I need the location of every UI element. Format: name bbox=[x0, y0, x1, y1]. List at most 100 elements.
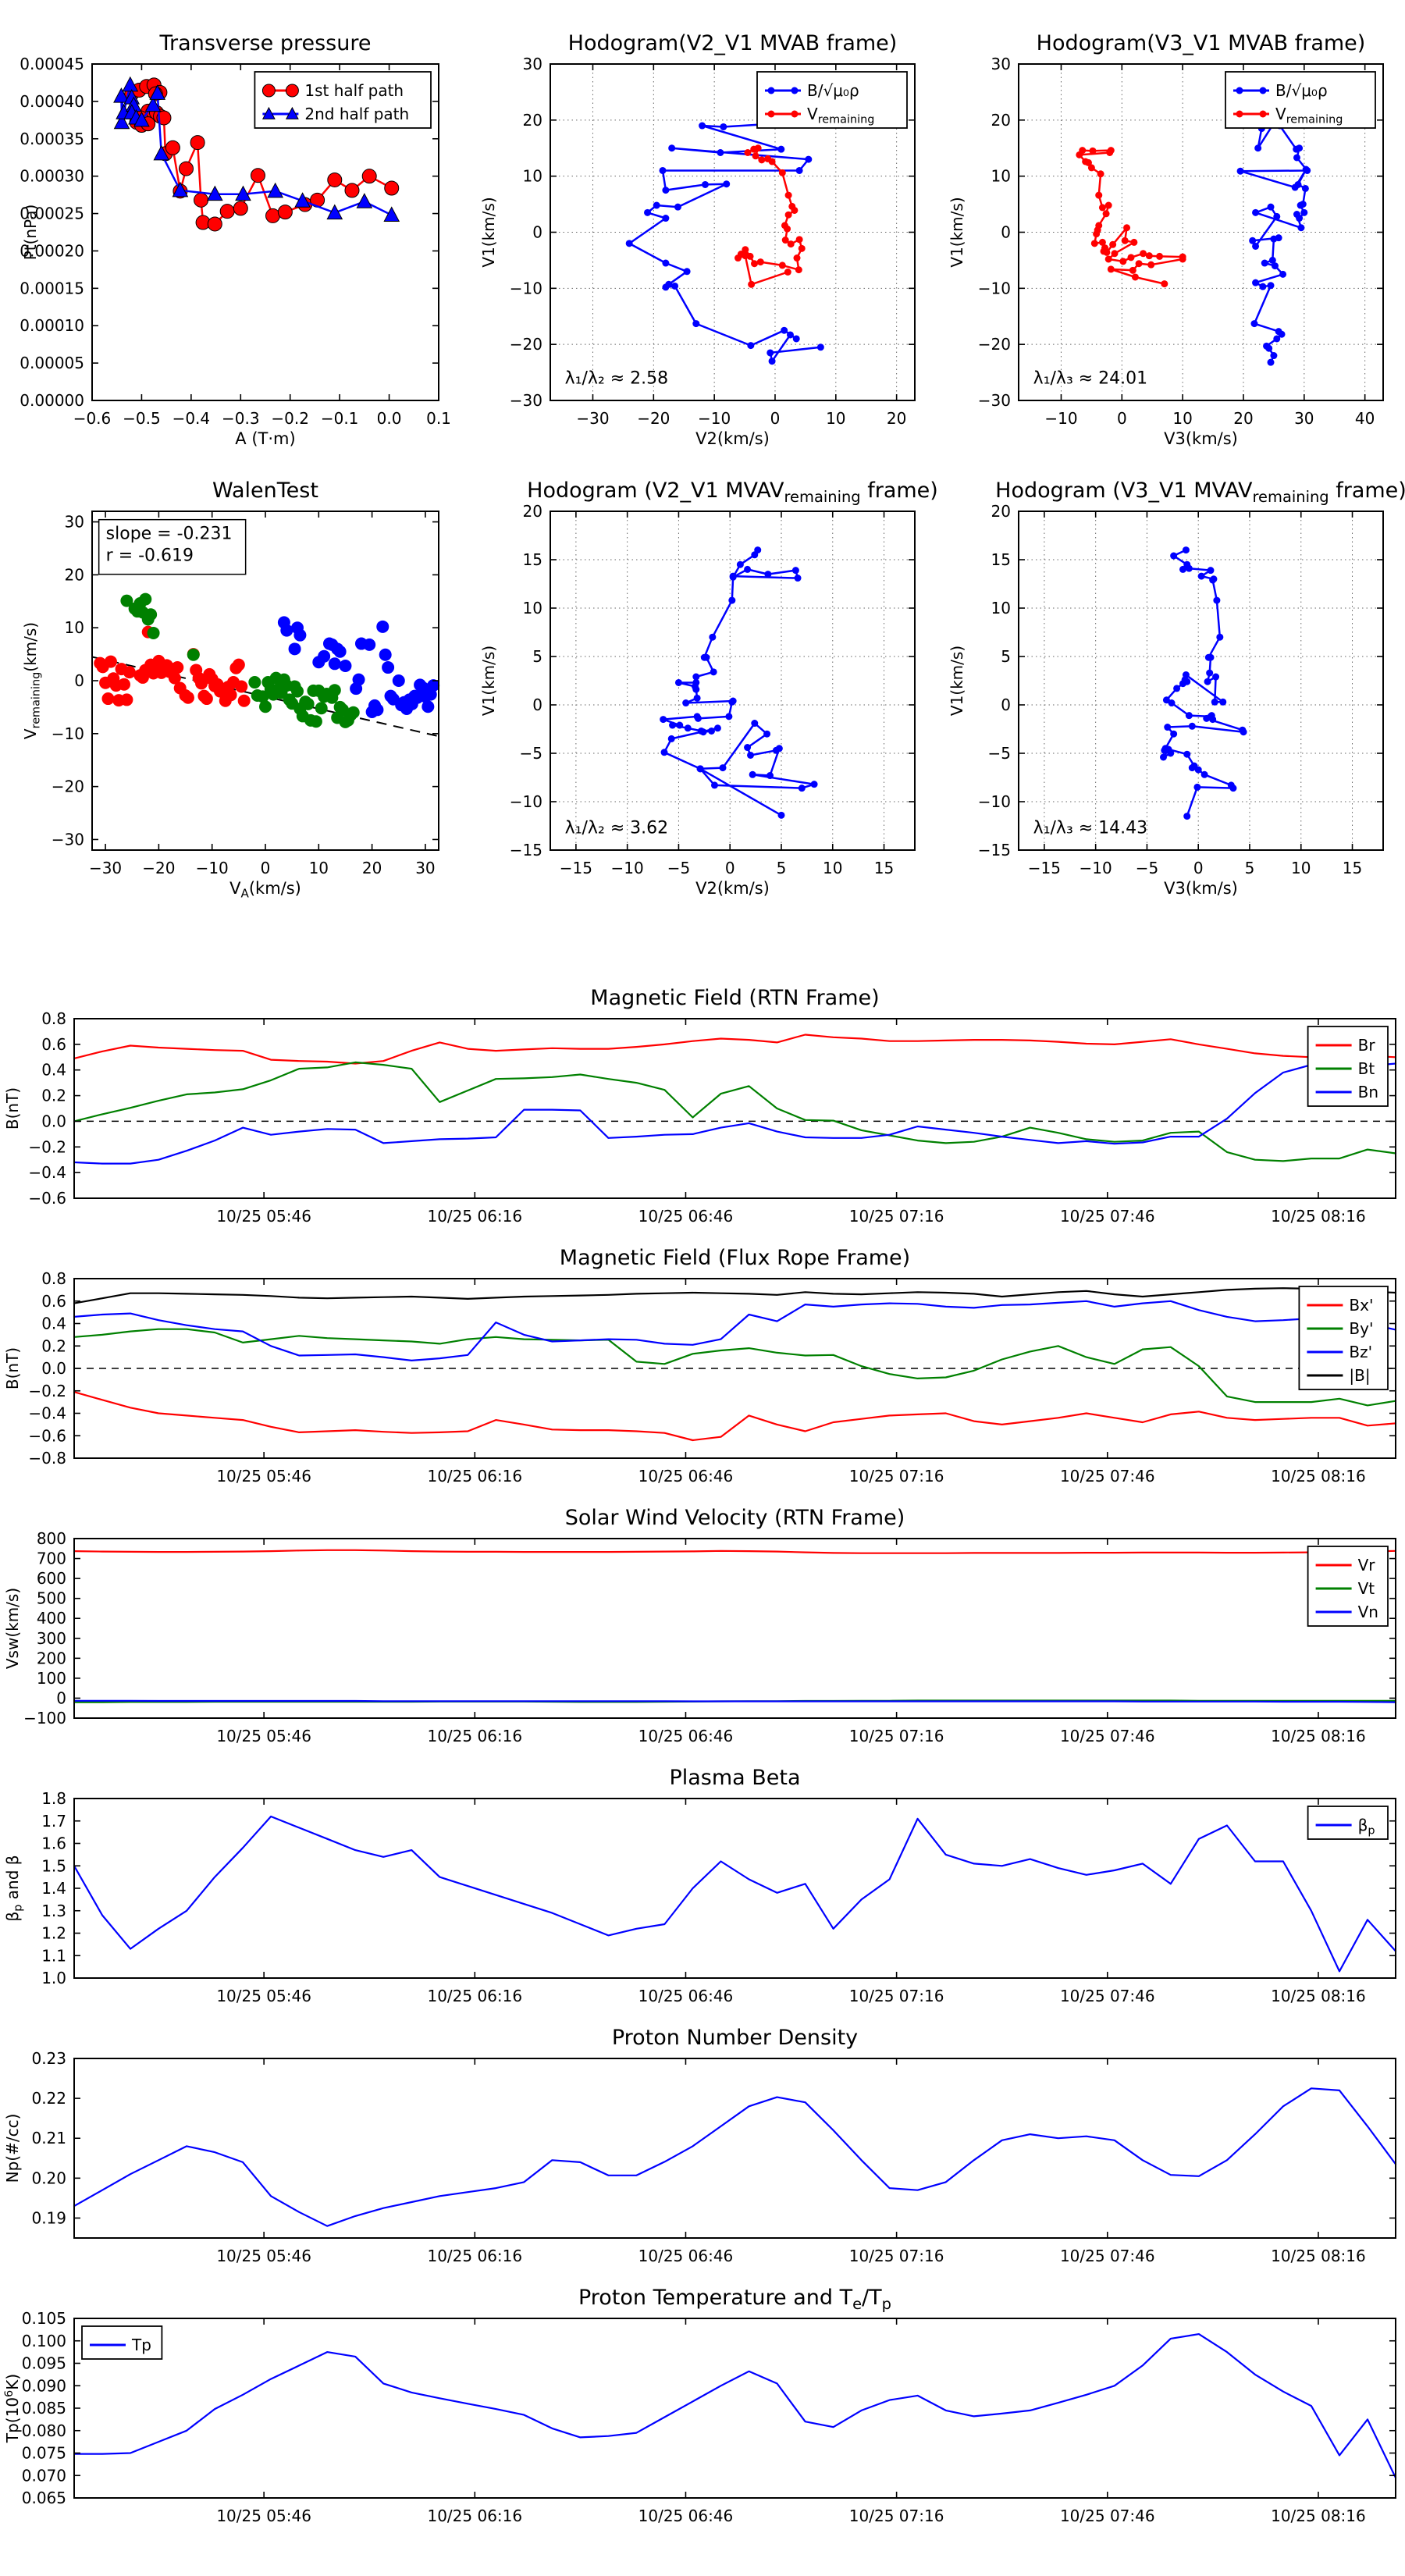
series-bt bbox=[73, 1061, 1397, 1162]
y-tick-label: 30 bbox=[523, 55, 542, 73]
x-tick-label: 10 bbox=[826, 409, 845, 428]
y-tick-label: −20 bbox=[510, 335, 542, 354]
y-tick-label: 0.19 bbox=[31, 2208, 66, 2227]
legend-label: Vremaining​ bbox=[1275, 105, 1343, 126]
x-tick-label: 0 bbox=[725, 859, 735, 877]
y-axis-label: V1(km/s) bbox=[479, 646, 498, 716]
y-tick-label: 0.0 bbox=[41, 1112, 66, 1130]
y-tick-label: 500 bbox=[37, 1589, 66, 1608]
annotation-text: λ₁/λ₃ ≈ 24.01 bbox=[1033, 368, 1147, 388]
series-np bbox=[73, 2087, 1397, 2227]
x-tick-label: −5 bbox=[667, 859, 690, 877]
legend: Tp bbox=[81, 2325, 163, 2360]
x-tick-label: 10/25 06:16 bbox=[427, 1727, 522, 1745]
chart-svg-hodogram_v2v1_mvab: −30 −20 −10 0 10 20 −30 −20 −10 0 10 20 30 Hodogram(V… bbox=[479, 31, 916, 448]
y-tick-label: −0.4 bbox=[28, 1163, 66, 1182]
y-tick-label: 0.085 bbox=[22, 2399, 66, 2418]
y-tick-label: 20 bbox=[523, 502, 542, 521]
x-tick-label: 10/25 07:46 bbox=[1060, 1467, 1155, 1485]
x-tick-label: 10/25 07:16 bbox=[849, 1727, 944, 1745]
x-axis-label: V2(km/s) bbox=[695, 879, 770, 898]
y-tick-label: 0 bbox=[1001, 696, 1011, 714]
x-tick-label: −10 bbox=[1044, 409, 1077, 428]
y-axis-label: B(nT) bbox=[3, 1347, 22, 1389]
y-tick-label: 0.8 bbox=[41, 1009, 66, 1028]
series-by- bbox=[73, 1328, 1397, 1407]
y-axis-label: Vsw(km/s) bbox=[3, 1588, 22, 1669]
y-tick-label: −0.2 bbox=[28, 1382, 66, 1400]
y-tick-label: 0.00040 bbox=[20, 92, 84, 111]
panel-hodogram-v3v1-mvav: −15 −10 −5 0 5 10 15 −15 −10 −5 0 5 10 15 20 Hodogram (… bbox=[937, 455, 1405, 902]
x-tick-label: −5 bbox=[1136, 859, 1158, 877]
y-tick-label: −20 bbox=[978, 335, 1011, 354]
series-vr bbox=[73, 1549, 1397, 1554]
panel-title: Hodogram (V3_V1 MVAVremaining​ frame) bbox=[995, 479, 1405, 506]
y-tick-label: −30 bbox=[978, 391, 1011, 410]
y-tick-label: 0.00030 bbox=[20, 167, 84, 186]
x-tick-label: 15 bbox=[1343, 859, 1362, 877]
x-tick-label: −30 bbox=[576, 409, 609, 428]
panel-title: Magnetic Field (RTN Frame) bbox=[590, 986, 879, 1010]
y-tick-label: 0.080 bbox=[22, 2421, 66, 2440]
y-tick-label: −0.6 bbox=[28, 1426, 66, 1445]
chart-svg-transverse_pressure: −0.6 −0.5 −0.4 −0.3 −0.2 −0.1 0.0 0.1 0.00000 0.0… bbox=[20, 31, 451, 448]
x-tick-label: 10/25 07:16 bbox=[849, 1207, 944, 1226]
panel-magnetic-field-rtn: 10/25 05:46 10/25 06:16 10/25 06:46 10/25 0… bbox=[0, 976, 1405, 1236]
legend-label: Tp bbox=[131, 2336, 151, 2354]
x-tick-label: 10/25 05:46 bbox=[216, 1467, 311, 1485]
series-v-remaining-path bbox=[660, 546, 818, 819]
x-tick-label: 10/25 06:16 bbox=[427, 1467, 522, 1485]
x-tick-label: 10/25 07:46 bbox=[1060, 1207, 1155, 1226]
series-beta-p bbox=[73, 1815, 1397, 1973]
series-bx- bbox=[73, 1391, 1397, 1442]
x-tick-label: 10/25 06:46 bbox=[638, 1207, 734, 1226]
x-tick-label: 10/25 05:46 bbox=[216, 2247, 311, 2265]
x-tick-label: 10/25 08:16 bbox=[1271, 1987, 1366, 2005]
y-tick-label: −30 bbox=[52, 830, 84, 849]
series-tp bbox=[73, 2332, 1397, 2479]
y-tick-label: 0 bbox=[74, 671, 84, 690]
legend-label: Bz' bbox=[1349, 1343, 1372, 1361]
x-tick-label: 10/25 05:46 bbox=[216, 1727, 311, 1745]
y-axis-label: V1(km/s) bbox=[948, 197, 966, 267]
x-tick-label: −10 bbox=[196, 859, 229, 877]
series-bz- bbox=[73, 1300, 1397, 1361]
y-tick-label: 0.2 bbox=[41, 1087, 66, 1105]
y-tick-label: 1.1 bbox=[41, 1946, 66, 1965]
x-tick-label: 30 bbox=[1294, 409, 1314, 428]
x-tick-label: −15 bbox=[560, 859, 592, 877]
y-tick-label: 0.105 bbox=[22, 2309, 66, 2328]
y-tick-label: 1.0 bbox=[41, 1969, 66, 1987]
panel-proton-temperature: 10/25 05:46 10/25 06:16 10/25 06:46 10/25 0… bbox=[0, 2275, 1405, 2535]
chart-svg-proton_number_density: 10/25 05:46 10/25 06:16 10/25 06:46 10/25 0… bbox=[3, 2026, 1397, 2265]
x-tick-label: 0 bbox=[1193, 859, 1204, 877]
y-tick-label: 0.075 bbox=[22, 2444, 66, 2463]
y-tick-label: −5 bbox=[988, 744, 1011, 763]
x-tick-label: 10/25 06:46 bbox=[638, 1727, 734, 1745]
y-tick-label: 10 bbox=[523, 599, 542, 617]
y-tick-label: 30 bbox=[65, 513, 84, 532]
x-tick-label: 0.1 bbox=[426, 409, 451, 428]
y-tick-label: −30 bbox=[510, 391, 542, 410]
x-tick-label: −0.5 bbox=[123, 409, 161, 428]
y-tick-label: 700 bbox=[37, 1550, 66, 1568]
x-tick-label: 10/25 06:46 bbox=[638, 2247, 734, 2265]
legend: B/√μ₀ρ Vremaining​ bbox=[756, 71, 908, 129]
panel-title: Proton Temperature and Te​/Tp​ bbox=[578, 2286, 891, 2313]
y-tick-label: 0 bbox=[56, 1688, 66, 1707]
y-tick-label: 0.00035 bbox=[20, 130, 84, 148]
x-tick-label: −10 bbox=[611, 859, 644, 877]
y-tick-label: 0.00000 bbox=[20, 391, 84, 410]
x-tick-label: 10/25 06:16 bbox=[427, 1987, 522, 2005]
legend-label: Vt bbox=[1358, 1579, 1375, 1598]
annotation-text: λ₁/λ₃ ≈ 14.43 bbox=[1033, 818, 1147, 838]
x-tick-label: 10/25 08:16 bbox=[1271, 2507, 1366, 2525]
x-axis-label: V2(km/s) bbox=[695, 429, 770, 448]
y-tick-label: −5 bbox=[520, 744, 542, 763]
x-tick-label: 10/25 08:16 bbox=[1271, 1727, 1366, 1745]
y-tick-label: −0.4 bbox=[28, 1404, 66, 1423]
annotation-text: r = -0.619 bbox=[106, 546, 194, 566]
panel-title: WalenTest bbox=[212, 479, 318, 503]
